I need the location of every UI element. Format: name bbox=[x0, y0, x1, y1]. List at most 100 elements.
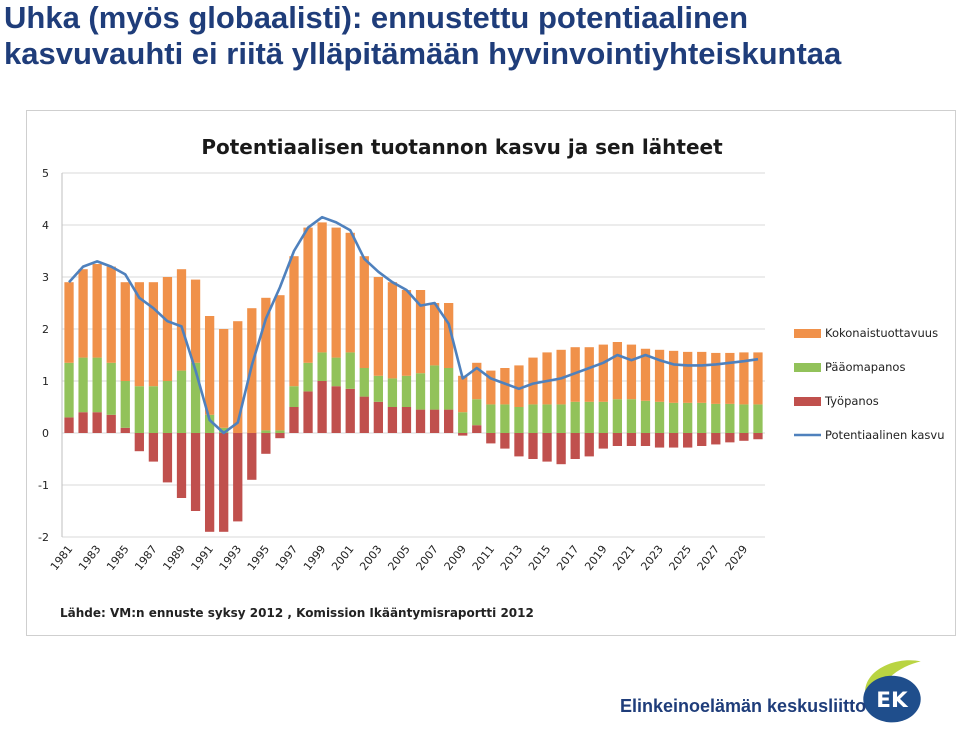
bar-typanos-1985 bbox=[120, 427, 130, 433]
x-tick-label: 1997 bbox=[273, 543, 300, 573]
x-tick-label: 2019 bbox=[582, 543, 609, 573]
bar-kokonaistuottavuus-2013 bbox=[514, 365, 524, 407]
bar-pomapanos-2020 bbox=[612, 399, 623, 433]
logo-text: EK bbox=[876, 688, 909, 713]
bar-pomapanos-1985 bbox=[120, 381, 130, 428]
x-tick-label: 1981 bbox=[48, 543, 75, 573]
bar-kokonaistuottavuus-2008 bbox=[444, 303, 454, 368]
slide-title-line2: kasvuvauhti ei riitä ylläpitämään hyvinv… bbox=[4, 36, 842, 71]
bar-pomapanos-2007 bbox=[429, 365, 440, 410]
bar-typanos-2022 bbox=[640, 433, 651, 446]
ek-logo: EK bbox=[863, 660, 921, 723]
bar-kokonaistuottavuus-2000 bbox=[331, 227, 341, 358]
bar-kokonaistuottavuus-2026 bbox=[697, 351, 707, 403]
bar-typanos-1989 bbox=[176, 433, 187, 498]
logo-ellipse-icon bbox=[863, 675, 921, 723]
bar-kokonaistuottavuus-1996 bbox=[275, 295, 285, 431]
bar-pomapanos-1995 bbox=[261, 430, 271, 433]
chart-frame: Potentiaalisen tuotannon kasvu ja sen lä… bbox=[26, 110, 956, 636]
legend-layer: Kokonaistuottavuus Pääomapanos Työpanos Pot… bbox=[794, 326, 945, 442]
bar-typanos-1983 bbox=[92, 412, 102, 433]
bar-typanos-1992 bbox=[219, 433, 229, 532]
y-tick-label: 1 bbox=[42, 375, 49, 388]
bar-kokonaistuottavuus-2001 bbox=[345, 232, 355, 353]
bar-pomapanos-1997 bbox=[289, 386, 299, 407]
bar-typanos-2008 bbox=[444, 409, 454, 433]
bar-typanos-1991 bbox=[204, 433, 215, 532]
bar-typanos-2009 bbox=[458, 433, 468, 436]
x-tick-label: 2009 bbox=[442, 543, 469, 573]
bar-kokonaistuottavuus-2020 bbox=[612, 342, 623, 400]
y-tick-label: 2 bbox=[42, 323, 49, 336]
y-tick-label: 0 bbox=[42, 427, 49, 440]
legend-label: Kokonaistuottavuus bbox=[825, 326, 938, 340]
bar-typanos-1994 bbox=[247, 433, 257, 480]
bar-pomapanos-2026 bbox=[697, 402, 707, 433]
bar-kokonaistuottavuus-2010 bbox=[472, 362, 482, 400]
bar-typanos-2024 bbox=[668, 433, 679, 448]
bar-pomapanos-1987 bbox=[148, 386, 159, 433]
chart-source: Lähde: VM:n ennuste syksy 2012 , Komissi… bbox=[60, 606, 534, 620]
bar-pomapanos-2004 bbox=[387, 378, 398, 407]
bar-pomapanos-2016 bbox=[556, 404, 566, 433]
bar-typanos-1995 bbox=[261, 433, 271, 454]
bar-kokonaistuottavuus-2019 bbox=[598, 344, 608, 402]
legend-swatch bbox=[794, 363, 821, 372]
bar-kokonaistuottavuus-2012 bbox=[500, 368, 510, 405]
bar-kokonaistuottavuus-2024 bbox=[668, 350, 679, 403]
bar-pomapanos-1988 bbox=[162, 381, 173, 433]
bar-typanos-2017 bbox=[570, 433, 580, 459]
x-tick-label: 2003 bbox=[357, 543, 384, 573]
bar-typanos-2016 bbox=[556, 433, 566, 465]
bar-kokonaistuottavuus-2004 bbox=[387, 282, 398, 379]
bar-pomapanos-2012 bbox=[500, 404, 510, 433]
bar-kokonaistuottavuus-2025 bbox=[683, 351, 693, 403]
bar-kokonaistuottavuus-2015 bbox=[542, 352, 552, 405]
y-tick-label: -1 bbox=[38, 479, 49, 492]
chart-svg: Potentiaalisen tuotannon kasvu ja sen lä… bbox=[38, 135, 945, 620]
x-tick-label: 1995 bbox=[245, 543, 272, 573]
bar-kokonaistuottavuus-2003 bbox=[373, 277, 383, 376]
bar-kokonaistuottavuus-1991 bbox=[204, 316, 215, 415]
bar-kokonaistuottavuus-2021 bbox=[626, 344, 637, 400]
bar-pomapanos-2002 bbox=[359, 368, 369, 397]
bar-typanos-1997 bbox=[289, 407, 299, 433]
bar-pomapanos-2008 bbox=[444, 368, 454, 410]
bar-pomapanos-2017 bbox=[570, 401, 580, 433]
bar-typanos-1990 bbox=[190, 433, 201, 511]
bar-pomapanos-1986 bbox=[134, 386, 144, 433]
legend-label: Työpanos bbox=[824, 394, 879, 408]
bar-kokonaistuottavuus-2011 bbox=[486, 370, 496, 405]
bar-pomapanos-1983 bbox=[92, 357, 102, 413]
bar-typanos-2019 bbox=[598, 433, 608, 449]
bar-pomapanos-1996 bbox=[275, 430, 285, 433]
bar-pomapanos-2014 bbox=[528, 404, 538, 433]
bar-typanos-2018 bbox=[584, 433, 594, 457]
x-tick-label: 2023 bbox=[638, 543, 665, 573]
bar-kokonaistuottavuus-1999 bbox=[317, 222, 327, 353]
bar-pomapanos-1991 bbox=[204, 414, 215, 433]
bar-kokonaistuottavuus-1990 bbox=[190, 279, 201, 363]
bar-pomapanos-1999 bbox=[317, 352, 327, 381]
bar-typanos-2002 bbox=[359, 396, 369, 433]
x-tick-label: 1991 bbox=[189, 543, 216, 573]
bar-kokonaistuottavuus-2007 bbox=[429, 303, 440, 366]
bar-typanos-1987 bbox=[148, 433, 159, 462]
legend-label: Potentiaalinen kasvu bbox=[825, 428, 945, 442]
x-tick-label: 2001 bbox=[329, 543, 356, 573]
x-tick-label: 2013 bbox=[498, 543, 525, 573]
line-potentiaalinen-kasvu bbox=[68, 215, 759, 435]
bar-kokonaistuottavuus-1998 bbox=[303, 227, 313, 363]
bar-kokonaistuottavuus-1992 bbox=[219, 329, 229, 428]
x-tick-label: 1989 bbox=[160, 543, 187, 573]
bar-pomapanos-2015 bbox=[542, 404, 552, 433]
bar-pomapanos-2005 bbox=[401, 375, 412, 407]
bar-kokonaistuottavuus-1982 bbox=[78, 269, 88, 358]
bar-kokonaistuottavuus-1997 bbox=[289, 256, 299, 387]
bar-pomapanos-2011 bbox=[486, 404, 496, 433]
bar-kokonaistuottavuus-1981 bbox=[64, 282, 74, 363]
bar-kokonaistuottavuus-2002 bbox=[359, 256, 369, 368]
x-tick-label: 2005 bbox=[385, 543, 412, 573]
bar-pomapanos-2013 bbox=[514, 407, 524, 433]
x-tick-label: 2007 bbox=[413, 543, 440, 573]
